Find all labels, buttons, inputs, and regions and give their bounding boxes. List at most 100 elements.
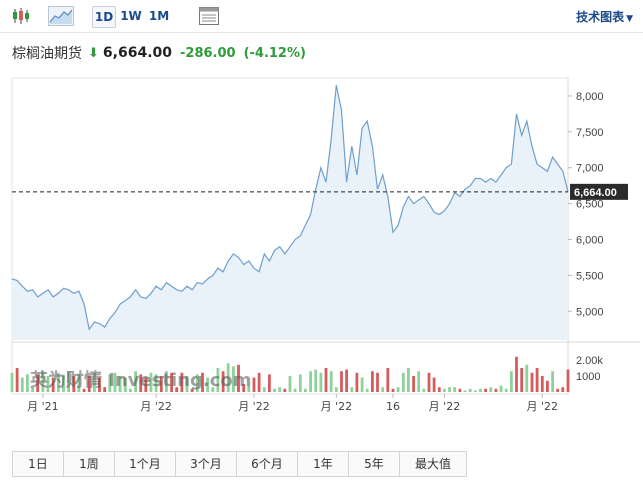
- volume-bar: [479, 388, 482, 392]
- volume-bar: [123, 377, 127, 392]
- volume-bar: [93, 372, 96, 392]
- volume-bar: [252, 377, 256, 392]
- y-tick-label: 5,000: [576, 306, 604, 318]
- volume-bar: [298, 374, 302, 392]
- volume-bar: [10, 372, 14, 392]
- volume-bar: [360, 377, 364, 392]
- y-tick-label: 5,500: [576, 270, 604, 282]
- volume-bar: [376, 372, 379, 392]
- range-button[interactable]: 最大值: [414, 457, 451, 471]
- volume-bar: [371, 371, 374, 392]
- price-area: [12, 85, 568, 340]
- range-button[interactable]: 1日: [13, 452, 64, 476]
- volume-bar: [129, 388, 132, 392]
- volume-bar: [340, 371, 343, 392]
- range-button[interactable]: 1个月: [115, 452, 176, 476]
- volume-bar: [334, 387, 338, 392]
- volume-bar: [463, 390, 467, 392]
- volume-bar: [62, 376, 65, 392]
- current-price-tag: [570, 183, 628, 200]
- quote-header: 棕榈油期货 ⬇ 6,664.00 -286.00 (-4.12%): [12, 42, 306, 64]
- volume-bar: [489, 387, 493, 392]
- volume-bar: [561, 387, 565, 392]
- volume-bar: [257, 372, 261, 392]
- volume-bar: [247, 385, 251, 392]
- candlestick-icon[interactable]: [10, 6, 32, 26]
- volume-bar: [407, 368, 410, 392]
- volume-bar: [195, 374, 199, 392]
- volume-bar: [401, 372, 405, 392]
- volume-bar: [391, 388, 395, 392]
- price-chart-svg: 8,000 7,500 7,000 6,500 6,000 5,500 5,000 2.00k…: [10, 77, 640, 413]
- range-button[interactable]: 3个月: [176, 452, 237, 476]
- chart-toolbar: 1D 1W 1M 技术图表 ▼: [0, 0, 643, 33]
- volume-bar: [422, 388, 426, 392]
- volume-bar: [556, 388, 560, 392]
- volume-bar: [515, 356, 518, 392]
- volume-bar: [520, 368, 524, 392]
- volume-bar: [144, 377, 148, 392]
- volume-bar: [41, 371, 45, 392]
- table-view-icon[interactable]: [198, 6, 220, 26]
- range-button[interactable]: 5年: [349, 452, 400, 476]
- volume-bar: [242, 384, 246, 392]
- volume-bar: [26, 374, 29, 392]
- volume-bar: [268, 374, 271, 392]
- price-change: -286.00: [180, 45, 236, 61]
- volume-bar: [432, 377, 436, 392]
- volume-bar: [427, 372, 431, 392]
- volume-tick-label: 2.00k: [576, 355, 603, 367]
- volume-bar: [67, 371, 70, 392]
- volume-bar: [134, 371, 137, 392]
- volume-bar: [56, 372, 60, 392]
- volume-bar: [232, 366, 235, 392]
- x-tick-label: 16: [386, 400, 400, 413]
- range-selector: 1日 1周 1个月 3个月 6个月 1年 5年 最大值: [12, 451, 467, 477]
- volume-bar: [484, 388, 487, 392]
- volume-bar: [443, 388, 446, 392]
- volume-bar: [458, 388, 462, 392]
- volume-bar: [139, 374, 143, 392]
- current-price-label: 6,664.00: [574, 187, 617, 199]
- y-tick-label: 8,000: [576, 91, 604, 103]
- range-button[interactable]: 6个月: [237, 452, 298, 476]
- range-button[interactable]: 1周: [64, 452, 115, 476]
- watermark-logo: 英为财情 Investing.com: [29, 369, 252, 391]
- y-tick-label: 6,500: [576, 199, 604, 211]
- range-button[interactable]: 1年: [298, 452, 349, 476]
- volume-bar: [396, 387, 400, 392]
- volume-bar: [551, 371, 554, 392]
- volume-bar: [412, 376, 415, 392]
- x-tick-label: 月 '22: [429, 400, 461, 413]
- volume-bar: [175, 387, 179, 392]
- volume-bar: [206, 377, 209, 392]
- volume-bar: [278, 387, 282, 392]
- price-change-percent: (-4.12%): [243, 45, 306, 61]
- area-chart-icon[interactable]: [48, 6, 74, 26]
- volume-bar: [103, 387, 107, 392]
- volume-bar: [314, 369, 318, 392]
- volume-bar: [226, 363, 230, 392]
- volume-bar: [473, 390, 477, 392]
- volume-bar: [448, 387, 451, 392]
- volume-bar: [345, 369, 348, 392]
- period-1d-button[interactable]: 1D: [92, 6, 116, 28]
- volume-bar: [216, 368, 220, 392]
- last-price: 6,664.00: [102, 45, 172, 61]
- volume-bar: [273, 388, 276, 392]
- price-chart[interactable]: 8,000 7,500 7,000 6,500 6,000 5,500 5,000 2.00k…: [0, 72, 643, 422]
- volume-bar: [324, 368, 328, 392]
- volume-bar: [159, 376, 163, 392]
- volume-bar: [87, 376, 91, 392]
- volume-bar: [386, 368, 390, 392]
- y-tick-label: 7,000: [576, 163, 604, 175]
- volume-bar: [350, 387, 354, 392]
- volume-bar: [319, 372, 323, 392]
- volume-bar: [499, 385, 503, 392]
- technical-chart-link[interactable]: 技术图表 ▼: [576, 8, 633, 25]
- period-1w-button[interactable]: 1W: [120, 9, 142, 23]
- period-1m-button[interactable]: 1M: [148, 9, 170, 23]
- volume-bar: [453, 387, 457, 392]
- x-tick-label: 月 '22: [321, 400, 353, 413]
- volume-bar: [329, 371, 333, 392]
